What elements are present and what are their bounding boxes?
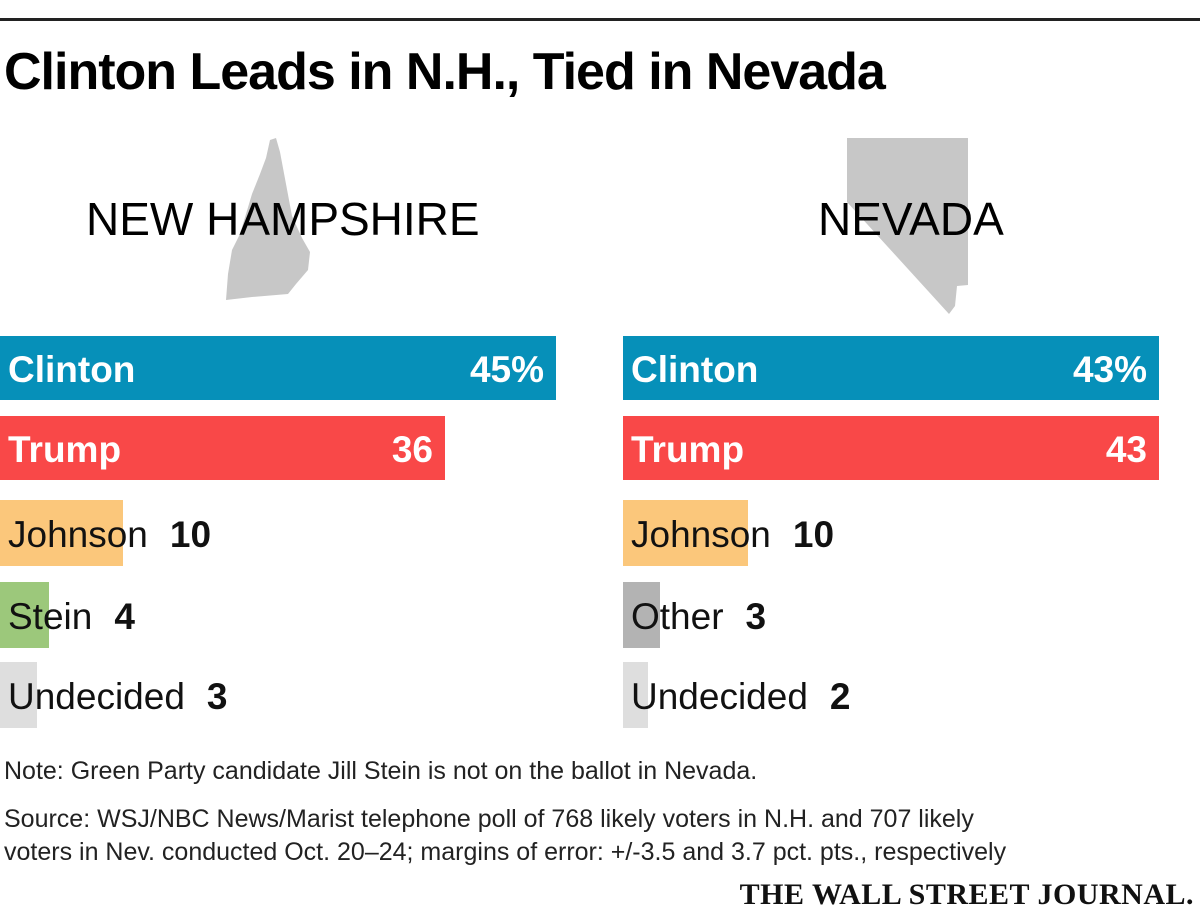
nh-value-trump: 36 [391,429,433,470]
nv-value-other: 3 [745,596,767,637]
chart-title: Clinton Leads in N.H., Tied in Nevada [4,43,886,101]
nevada-heading: NEVADA [818,193,1004,245]
top-rule [0,18,1200,21]
nh-label-clinton: Clinton [8,349,136,390]
nv-bar-trump [623,416,1159,480]
nh-bar-johnson [0,500,123,566]
nh-bar-undecided [0,662,37,728]
nh-label-trump: Trump [8,429,122,470]
nh-label-undecided: Undecided [8,676,185,717]
nv-value-undecided: 2 [829,676,851,717]
nv-value-trump: 43 [1105,429,1147,470]
nh-label-johnson: Johnson [8,514,148,555]
nv-label-trump: Trump [631,429,745,470]
nv-label-johnson: Johnson [631,514,771,555]
source-line-1: Source: WSJ/NBC News/Marist telephone po… [4,805,974,833]
nevada-map-icon [847,138,968,314]
nv-label-other: Other [631,596,724,637]
nh-value-clinton: 45% [469,349,544,390]
nv-value-johnson: 10 [792,514,835,555]
nh-label-stein: Stein [8,596,93,637]
chart-note: Note: Green Party candidate Jill Stein i… [4,757,758,785]
nv-bar-clinton [623,336,1159,400]
nv-bar-other [623,582,660,648]
nh-bar-clinton [0,336,556,400]
nh-value-johnson: 10 [169,514,212,555]
nv-label-clinton: Clinton [631,349,759,390]
nv-bar-undecided [623,662,648,728]
source-line-2: voters in Nev. conducted Oct. 20–24; mar… [4,838,1007,866]
nh-bar-stein [0,582,49,648]
nv-label-undecided: Undecided [631,676,808,717]
nh-value-undecided: 3 [206,676,228,717]
new-hampshire-map-icon [226,138,310,300]
wsj-logo: THE WALL STREET JOURNAL. [739,878,1194,911]
nv-value-clinton: 43% [1072,349,1147,390]
nh-value-stein: 4 [114,596,135,637]
new-hampshire-heading: NEW HAMPSHIRE [86,193,480,245]
nh-bar-trump [0,416,445,480]
nv-bar-johnson [623,500,748,566]
